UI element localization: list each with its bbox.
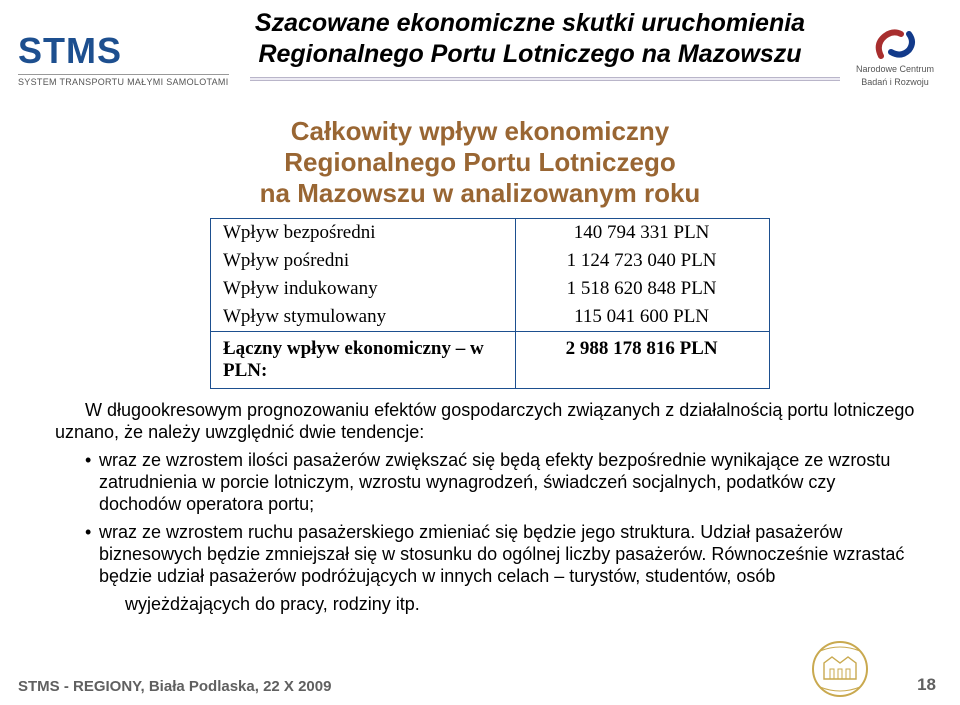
total-value: 2 988 178 816 PLN	[516, 332, 769, 388]
economic-impact-table: Wpływ bezpośredni 140 794 331 PLN Wpływ …	[210, 218, 770, 389]
page-number: 18	[917, 675, 936, 695]
ncbr-icon	[871, 22, 919, 62]
header: STMS SYSTEM TRANSPORTU MAŁYMI SAMOLOTAMI…	[0, 0, 960, 110]
title-underline	[250, 77, 840, 81]
table-row: Wpływ bezpośredni 140 794 331 PLN	[211, 219, 769, 247]
stms-logo-text: STMS	[18, 30, 229, 72]
row-value: 1 124 723 040 PLN	[516, 247, 769, 275]
sgh-logo	[810, 639, 870, 699]
footer-text: STMS - REGIONY, Biała Podlaska, 22 X 200…	[18, 678, 331, 695]
stms-logo-subtext: SYSTEM TRANSPORTU MAŁYMI SAMOLOTAMI	[18, 74, 229, 87]
ncbr-logo: Narodowe Centrum Badań i Rozwoju	[850, 22, 940, 88]
title-line-1: Szacowane ekonomiczne skutki uruchomieni…	[250, 8, 810, 39]
ncbr-label-2: Badań i Rozwoju	[850, 78, 940, 88]
list-item: wraz ze wzrostem ruchu pasażerskiego zmi…	[85, 522, 915, 588]
table-row: Wpływ stymulowany 115 041 600 PLN	[211, 303, 769, 331]
subtitle-line-1: Całkowity wpływ ekonomiczny	[0, 116, 960, 147]
row-value: 140 794 331 PLN	[516, 219, 769, 247]
table-upper-rows: Wpływ bezpośredni 140 794 331 PLN Wpływ …	[211, 219, 769, 332]
slide-title: Szacowane ekonomiczne skutki uruchomieni…	[250, 8, 810, 81]
table-row: Wpływ pośredni 1 124 723 040 PLN	[211, 247, 769, 275]
tail-line: wyjeżdżających do pracy, rodziny itp.	[55, 594, 915, 616]
subtitle-line-2: Regionalnego Portu Lotniczego	[0, 147, 960, 178]
subtitle-line-3: na Mazowszu w analizowanym roku	[0, 178, 960, 209]
row-label: Wpływ indukowany	[211, 275, 516, 303]
bullet-list: wraz ze wzrostem ilości pasażerów zwięks…	[55, 450, 915, 588]
subtitle: Całkowity wpływ ekonomiczny Regionalnego…	[0, 116, 960, 209]
sgh-icon	[810, 639, 870, 699]
row-value: 1 518 620 848 PLN	[516, 275, 769, 303]
row-label: Wpływ stymulowany	[211, 303, 516, 331]
stms-logo: STMS SYSTEM TRANSPORTU MAŁYMI SAMOLOTAMI	[18, 30, 229, 87]
row-value: 115 041 600 PLN	[516, 303, 769, 331]
body-text: W długookresowym prognozowaniu efektów g…	[55, 400, 915, 616]
intro-paragraph: W długookresowym prognozowaniu efektów g…	[55, 400, 915, 444]
title-line-2: Regionalnego Portu Lotniczego na Mazowsz…	[250, 39, 810, 70]
row-label: Wpływ pośredni	[211, 247, 516, 275]
table-total-row: Łączny wpływ ekonomiczny – w PLN: 2 988 …	[211, 332, 769, 388]
total-label: Łączny wpływ ekonomiczny – w PLN:	[211, 332, 516, 388]
list-item: wraz ze wzrostem ilości pasażerów zwięks…	[85, 450, 915, 516]
row-label: Wpływ bezpośredni	[211, 219, 516, 247]
ncbr-label-1: Narodowe Centrum	[850, 65, 940, 75]
table-row: Wpływ indukowany 1 518 620 848 PLN	[211, 275, 769, 303]
